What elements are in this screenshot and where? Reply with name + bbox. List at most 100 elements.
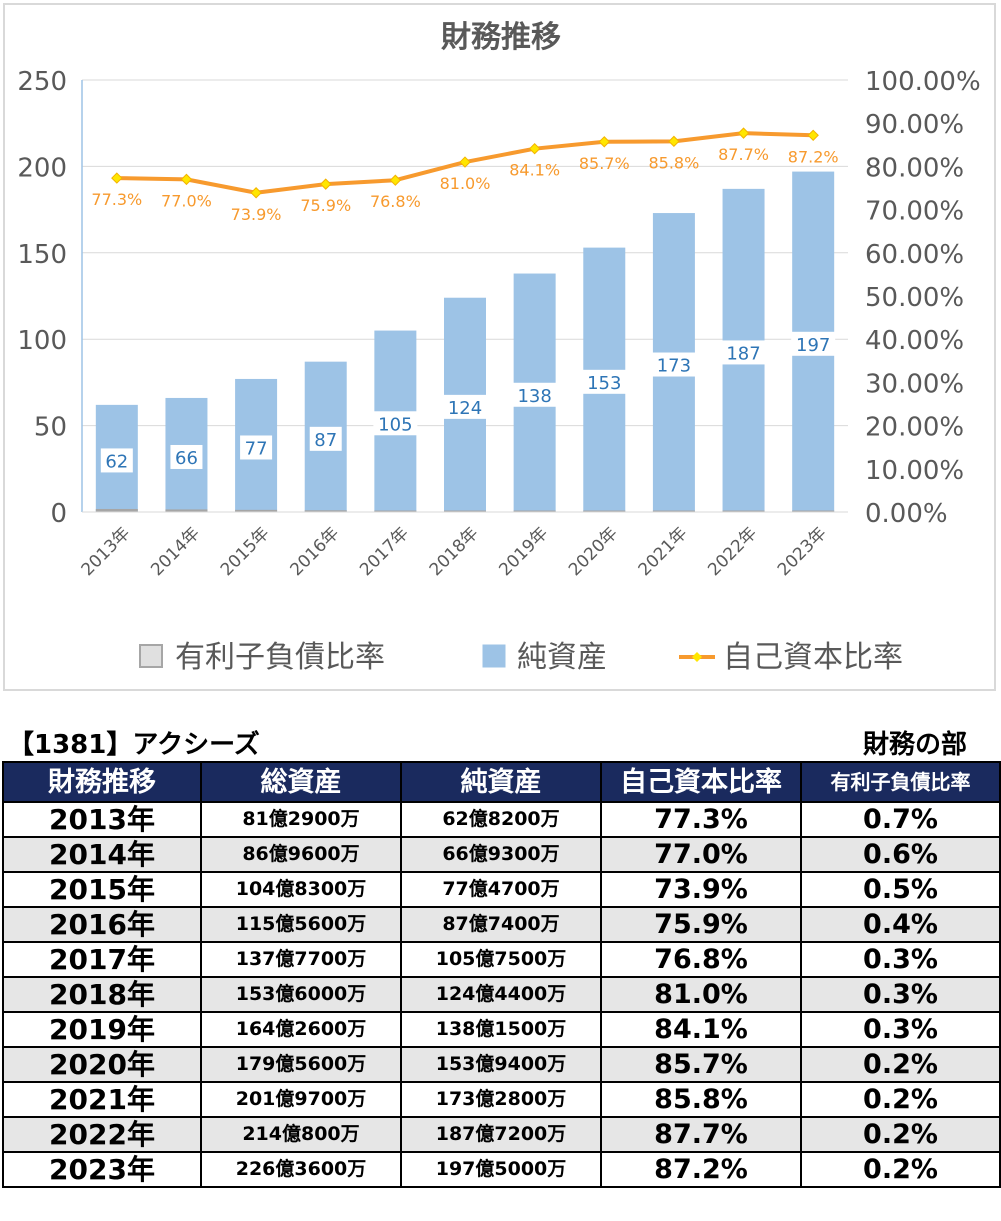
table-row: 2013年 81億2900万 62億8200万 77.3% 0.7%	[2, 801, 1001, 838]
bar-debt-ratio	[583, 510, 626, 512]
cell-net-assets: 105億7500万	[400, 941, 602, 978]
bar-label: 87	[314, 430, 337, 451]
y-right-tick-label: 80.00%	[865, 153, 964, 183]
line-marker	[180, 173, 193, 186]
cell-net-assets: 153億9400万	[400, 1046, 602, 1083]
cell-net-assets: 138億1500万	[400, 1011, 602, 1048]
cell-equity-ratio: 76.8%	[600, 941, 802, 978]
table-row: 2016年 115億5600万 87億7400万 75.9% 0.4%	[2, 906, 1001, 943]
financial-table: 財務推移 総資産 純資産 自己資本比率 有利子負債比率 2013年 81億2900…	[2, 761, 1001, 1188]
bar-label-box	[240, 435, 273, 460]
cell-debt-ratio: 0.7%	[800, 801, 1001, 838]
bar-debt-ratio	[722, 510, 765, 512]
bar-debt-ratio	[444, 510, 486, 512]
bar-label: 124	[448, 398, 482, 419]
cell-equity-ratio: 85.8%	[600, 1081, 802, 1118]
header-equity-ratio: 自己資本比率	[600, 761, 802, 803]
legend-label-debt-ratio: 有利子負債比率	[175, 640, 385, 675]
header-total-assets: 総資産	[200, 761, 402, 803]
cell-total-assets: 153億6000万	[200, 976, 402, 1013]
table-row: 2018年 153億6000万 124億4400万 81.0% 0.3%	[2, 976, 1001, 1013]
cell-total-assets: 201億9700万	[200, 1081, 402, 1118]
y-right-tick-label: 0.00%	[865, 499, 948, 529]
cell-year: 2014年	[2, 836, 202, 873]
bar-label-box	[309, 426, 342, 451]
cell-year: 2013年	[2, 801, 202, 838]
bar-label-box	[791, 331, 836, 356]
table-row: 2021年 201億9700万 173億2800万 85.8% 0.2%	[2, 1081, 1001, 1118]
legend-marker-equity-ratio	[692, 652, 702, 662]
bar-debt-ratio	[235, 509, 278, 512]
bar-label: 62	[105, 451, 128, 472]
cell-year: 2018年	[2, 976, 202, 1013]
y-right-tick-label: 30.00%	[865, 369, 964, 399]
line-marker	[598, 136, 610, 148]
y-right-tick-label: 100.00%	[865, 67, 981, 97]
bar-debt-ratio	[374, 510, 417, 512]
cell-year: 2019年	[2, 1011, 202, 1048]
cell-total-assets: 104億8300万	[200, 871, 402, 908]
bar-debt-ratio	[165, 509, 208, 512]
line-label: 76.8%	[370, 192, 421, 211]
cell-equity-ratio: 87.7%	[600, 1116, 802, 1153]
y-right-tick-label: 20.00%	[865, 413, 964, 443]
bar-label: 77	[245, 438, 268, 459]
financial-chart: 財務推移 0 50 100 150 200 250 0.00% 10.00% 20.00% 30.0…	[17, 20, 981, 675]
cell-net-assets: 197億5000万	[400, 1151, 602, 1188]
x-tick-label: 2023年	[774, 523, 831, 580]
line-label: 75.9%	[300, 196, 351, 215]
cell-net-assets: 173億2800万	[400, 1081, 602, 1118]
x-tick-label: 2016年	[287, 523, 344, 580]
bar-label: 105	[378, 414, 412, 435]
y-left-tick-label: 0	[50, 499, 67, 529]
y-left-tick-label: 100	[17, 326, 67, 356]
bar-debt-ratio	[513, 510, 556, 512]
x-tick-label: 2018年	[426, 523, 483, 580]
cell-total-assets: 137億7700万	[200, 941, 402, 978]
legend-swatch-border	[482, 644, 506, 668]
x-tick-label: 2014年	[147, 523, 204, 580]
cell-total-assets: 115億5600万	[200, 906, 402, 943]
cell-year: 2020年	[2, 1046, 202, 1083]
cell-debt-ratio: 0.3%	[800, 1011, 1001, 1048]
cell-year: 2022年	[2, 1116, 202, 1153]
header-net-assets: 純資産	[400, 761, 602, 803]
cell-net-assets: 77億4700万	[400, 871, 602, 908]
cell-equity-ratio: 77.3%	[600, 801, 802, 838]
line-marker	[737, 127, 750, 139]
table-row: 2019年 164億2600万 138億1500万 84.1% 0.3%	[2, 1011, 1001, 1048]
y-left-tick-label: 150	[17, 240, 67, 270]
bar-label: 197	[796, 335, 830, 356]
cell-equity-ratio: 87.2%	[600, 1151, 802, 1188]
cell-debt-ratio: 0.3%	[800, 941, 1001, 978]
line-marker	[668, 135, 680, 148]
y-left-tick-label: 50	[34, 413, 67, 443]
cell-total-assets: 179億5600万	[200, 1046, 402, 1083]
cell-debt-ratio: 0.3%	[800, 976, 1001, 1013]
bar-debt-ratio	[304, 510, 347, 512]
bar-label-box	[721, 340, 766, 365]
cell-equity-ratio: 81.0%	[600, 976, 802, 1013]
table-row: 2020年 179億5600万 153億9400万 85.7% 0.2%	[2, 1046, 1001, 1083]
bar-label-box	[512, 382, 557, 407]
cell-debt-ratio: 0.2%	[800, 1151, 1001, 1188]
cell-equity-ratio: 75.9%	[600, 906, 802, 943]
x-tick-label: 2022年	[704, 523, 761, 580]
table-row: 2017年 137億7700万 105億7500万 76.8% 0.3%	[2, 941, 1001, 978]
line-marker	[389, 174, 402, 186]
line-label: 85.8%	[648, 153, 699, 172]
bar-debt-ratio	[792, 510, 835, 512]
line-label: 87.7%	[718, 145, 769, 164]
bar-label-box	[582, 369, 627, 394]
cell-debt-ratio: 0.2%	[800, 1046, 1001, 1083]
bar-label: 138	[517, 386, 551, 407]
cell-debt-ratio: 0.2%	[800, 1081, 1001, 1118]
cell-total-assets: 81億2900万	[200, 801, 402, 838]
cell-equity-ratio: 84.1%	[600, 1011, 802, 1048]
cell-total-assets: 86億9600万	[200, 836, 402, 873]
chart-title: 財務推移	[441, 20, 561, 55]
cell-year: 2016年	[2, 906, 202, 943]
cell-year: 2021年	[2, 1081, 202, 1118]
cell-total-assets: 214億800万	[200, 1116, 402, 1153]
line-label: 77.3%	[91, 190, 142, 209]
